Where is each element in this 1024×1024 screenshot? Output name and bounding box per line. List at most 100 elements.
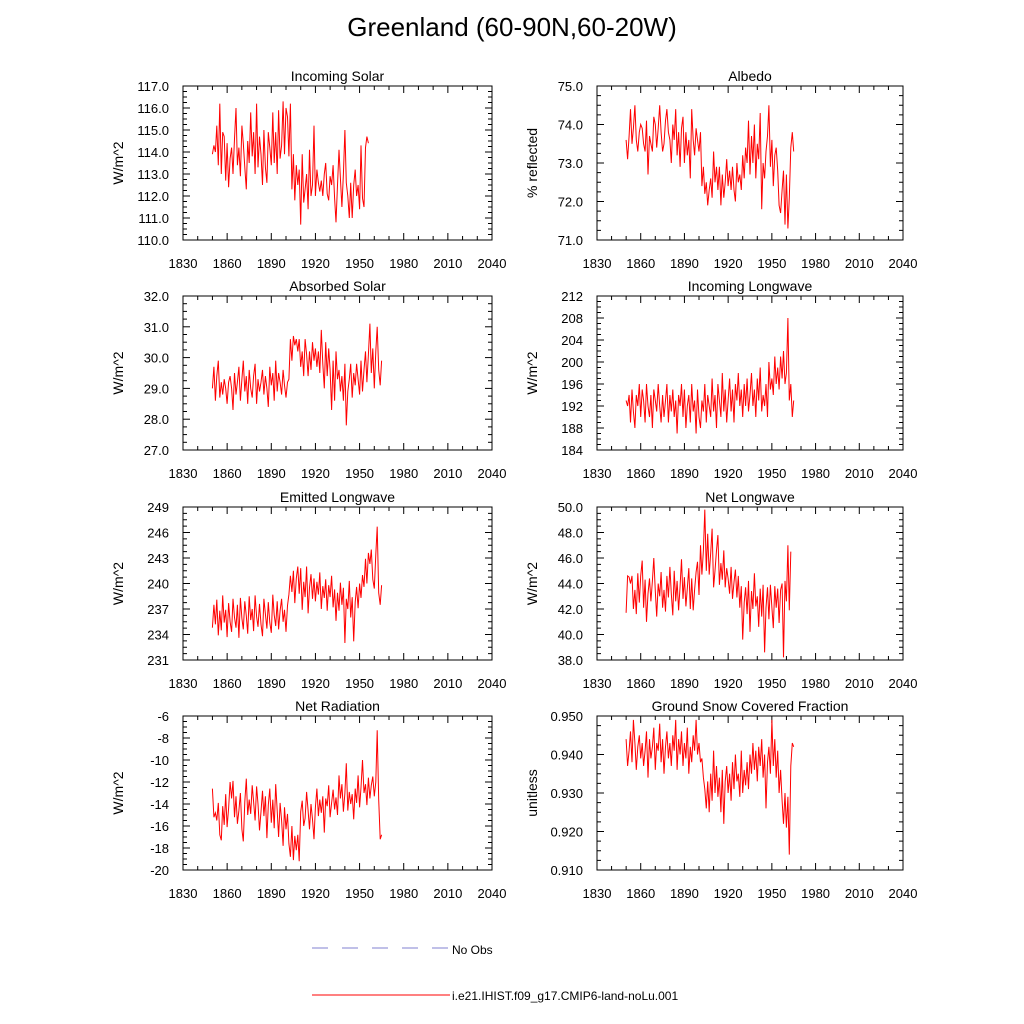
y-tick-label: 196 xyxy=(561,377,583,392)
x-tick-label: 1950 xyxy=(757,676,786,691)
x-tick-label: 1860 xyxy=(626,256,655,271)
x-tick-label: 1950 xyxy=(345,256,374,271)
x-tick-label: 1830 xyxy=(583,256,612,271)
y-axis-label: unitless xyxy=(524,769,540,816)
x-tick-label: 1980 xyxy=(389,886,418,901)
series-line xyxy=(211,323,383,426)
y-tick-label: 46.0 xyxy=(558,551,583,566)
panel-title: Incoming Solar xyxy=(291,68,385,84)
series-line xyxy=(211,730,383,862)
y-tick-label: 192 xyxy=(561,399,583,414)
x-tick-label: 2010 xyxy=(433,256,462,271)
panel-6: Net Longwave W/m^2 1830 1860 1890 1920 1950 198… xyxy=(524,489,917,691)
x-tick-label: 2040 xyxy=(478,676,507,691)
y-tick-label: 234 xyxy=(147,628,169,643)
y-tick-label: 111.0 xyxy=(138,211,169,226)
y-tick-label: 115.0 xyxy=(137,123,169,138)
x-tick-label: 1950 xyxy=(345,466,374,481)
y-axis-label: W/m^2 xyxy=(524,351,540,394)
y-tick-label: 73.0 xyxy=(558,156,583,171)
y-tick-label: 0.940 xyxy=(550,748,583,763)
x-tick-label: 1890 xyxy=(670,886,699,901)
y-tick-label: 32.0 xyxy=(144,289,169,304)
x-tick-label: 1860 xyxy=(213,886,242,901)
x-tick-label: 2010 xyxy=(433,676,462,691)
x-tick-label: 1950 xyxy=(345,676,374,691)
x-tick-label: 1920 xyxy=(301,886,330,901)
x-tick-label: 1860 xyxy=(626,886,655,901)
y-tick-label: -8 xyxy=(157,731,169,746)
x-tick-label: 1830 xyxy=(583,466,612,481)
x-tick-label: 1830 xyxy=(583,676,612,691)
panel-7: Net Radiation W/m^2 1830 1860 1890 1920 1950 19… xyxy=(110,698,506,901)
legend-model-label: i.e21.IHIST.f09_g17.CMIP6-land-noLu.001 xyxy=(452,989,678,1003)
y-tick-label: 50.0 xyxy=(558,500,583,515)
x-tick-label: 2040 xyxy=(478,466,507,481)
panel-title: Absorbed Solar xyxy=(289,278,386,294)
x-tick-label: 1980 xyxy=(389,676,418,691)
y-tick-label: 237 xyxy=(147,602,169,617)
y-axis-label: W/m^2 xyxy=(110,141,126,184)
y-tick-label: 75.0 xyxy=(558,79,583,94)
y-tick-label: 0.950 xyxy=(550,709,583,724)
y-tick-label: 114.0 xyxy=(137,145,169,160)
panel-1: Incoming Solar W/m^2 1830 1860 1890 1920 1950 1… xyxy=(110,68,506,271)
x-tick-label: 2010 xyxy=(433,886,462,901)
y-tick-label: 28.0 xyxy=(144,412,169,427)
x-tick-label: 1920 xyxy=(714,466,743,481)
x-tick-label: 1860 xyxy=(626,466,655,481)
x-tick-label: 1860 xyxy=(213,256,242,271)
panel-5: Emitted Longwave W/m^2 1830 1860 1890 1920 195… xyxy=(110,489,506,691)
y-axis-label: W/m^2 xyxy=(110,771,126,814)
y-tick-label: 184 xyxy=(561,443,583,458)
y-tick-label: 27.0 xyxy=(144,443,169,458)
y-tick-label: 200 xyxy=(561,355,583,370)
plot-frame xyxy=(596,715,904,871)
panel-title: Albedo xyxy=(728,68,772,84)
series-line xyxy=(211,526,383,644)
x-tick-label: 1830 xyxy=(169,466,198,481)
y-axis-label: W/m^2 xyxy=(524,562,540,605)
y-tick-label: 29.0 xyxy=(144,381,169,396)
x-tick-label: 2010 xyxy=(845,886,874,901)
series-line xyxy=(625,105,795,229)
y-tick-label: 110.0 xyxy=(137,233,169,248)
x-tick-label: 1920 xyxy=(714,886,743,901)
panel-title: Ground Snow Covered Fraction xyxy=(652,698,849,714)
x-tick-label: 1890 xyxy=(670,466,699,481)
y-tick-label: -10 xyxy=(150,753,169,768)
x-tick-label: 1980 xyxy=(801,886,830,901)
x-tick-label: 1920 xyxy=(714,256,743,271)
y-tick-label: 71.0 xyxy=(558,233,583,248)
y-tick-label: 42.0 xyxy=(558,602,583,617)
x-tick-label: 1980 xyxy=(389,256,418,271)
x-tick-label: 1890 xyxy=(257,886,286,901)
x-tick-label: 1860 xyxy=(213,676,242,691)
y-tick-label: 113.0 xyxy=(137,167,169,182)
y-tick-label: 240 xyxy=(147,577,169,592)
x-tick-label: 2010 xyxy=(845,256,874,271)
x-tick-label: 2010 xyxy=(845,466,874,481)
y-tick-label: 188 xyxy=(561,421,583,436)
y-tick-label: 72.0 xyxy=(558,195,583,210)
y-axis-label: W/m^2 xyxy=(110,562,126,605)
y-tick-label: 30.0 xyxy=(144,351,169,366)
x-tick-label: 1980 xyxy=(801,256,830,271)
panel-title: Emitted Longwave xyxy=(280,489,395,505)
x-tick-label: 1890 xyxy=(670,256,699,271)
y-tick-label: -14 xyxy=(150,797,169,812)
series-line xyxy=(211,101,369,225)
x-tick-label: 2040 xyxy=(889,676,918,691)
figure-title: Greenland (60-90N,60-20W) xyxy=(347,12,677,42)
y-tick-label: -18 xyxy=(150,841,169,856)
y-axis-label: % reflected xyxy=(524,128,540,198)
panel-title: Incoming Longwave xyxy=(688,278,813,294)
x-tick-label: 1890 xyxy=(670,676,699,691)
y-tick-label: 74.0 xyxy=(558,118,583,133)
y-tick-label: 243 xyxy=(147,551,169,566)
x-tick-label: 1890 xyxy=(257,466,286,481)
y-axis-label: W/m^2 xyxy=(110,351,126,394)
panel-4: Incoming Longwave W/m^2 1830 1860 1890 1920 19… xyxy=(524,278,917,481)
y-tick-label: -16 xyxy=(150,819,169,834)
